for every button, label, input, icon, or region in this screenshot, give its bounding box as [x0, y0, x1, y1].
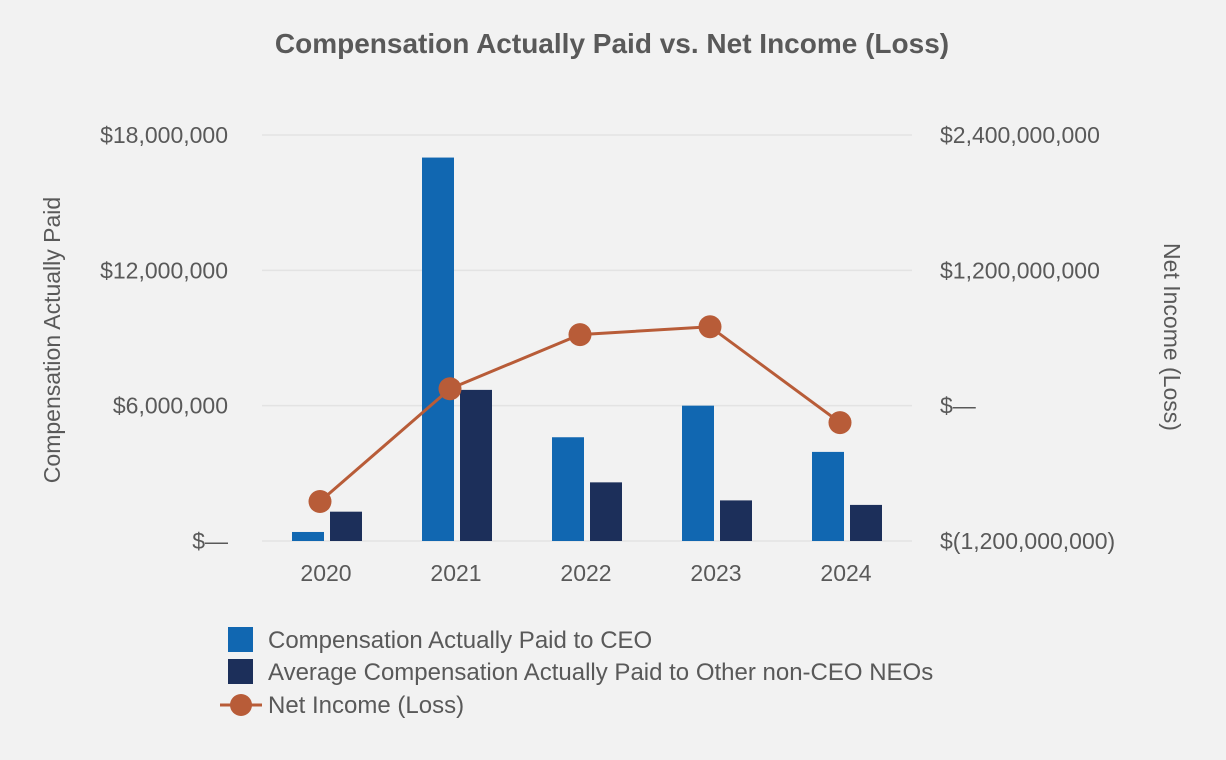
y2-tick-label: $2,400,000,000 — [940, 122, 1100, 148]
y-tick-label: $18,000,000 — [100, 122, 228, 148]
y2-tick-label: $1,200,000,000 — [940, 257, 1100, 283]
legend: Compensation Actually Paid to CEO Averag… — [220, 627, 933, 719]
x-axis-ticks: 2020 2021 2022 2023 2024 — [300, 560, 871, 586]
bar-ceo-2024 — [812, 451, 844, 541]
net-income-line — [308, 315, 852, 514]
x-tick-label: 2020 — [300, 560, 351, 586]
y-tick-label: $— — [192, 528, 228, 554]
right-axis-title: Net Income (Loss) — [1159, 243, 1185, 431]
bar-ceo-2021 — [422, 157, 454, 542]
gridlines — [262, 134, 912, 542]
net-income-point-2022 — [568, 323, 592, 347]
y2-tick-label: $(1,200,000,000) — [940, 528, 1115, 554]
bar-neo-2021 — [460, 389, 492, 541]
net-income-point-2021 — [438, 377, 462, 401]
left-axis-title: Compensation Actually Paid — [39, 197, 65, 483]
legend-label-net-income: Net Income (Loss) — [268, 692, 464, 719]
right-axis-ticks: $(1,200,000,000) $— $1,200,000,000 $2,400,0… — [940, 122, 1115, 554]
net-income-point-2023 — [698, 315, 722, 339]
x-tick-label: 2021 — [430, 560, 481, 586]
bar-neo-2022 — [590, 482, 622, 541]
y2-tick-label: $— — [940, 393, 976, 419]
chart-title: Compensation Actually Paid vs. Net Incom… — [275, 28, 949, 59]
y-tick-label: $6,000,000 — [113, 393, 228, 419]
bar-ceo-2022 — [552, 437, 584, 541]
legend-label-ceo: Compensation Actually Paid to CEO — [268, 627, 652, 654]
y-tick-label: $12,000,000 — [100, 257, 228, 283]
net-income-point-2024 — [828, 411, 852, 435]
legend-label-neo: Average Compensation Actually Paid to Ot… — [268, 659, 933, 686]
bar-marks — [292, 157, 882, 542]
left-axis-ticks: $— $6,000,000 $12,000,000 $18,000,000 — [100, 122, 228, 554]
bar-ceo-2020 — [292, 531, 324, 541]
bar-ceo-2023 — [682, 405, 714, 541]
bar-neo-2020 — [330, 511, 362, 541]
x-tick-label: 2023 — [690, 560, 741, 586]
legend-marker-net-income — [230, 694, 252, 716]
x-tick-label: 2022 — [560, 560, 611, 586]
net-income-point-2020 — [308, 490, 332, 514]
legend-swatch-neo — [228, 659, 253, 684]
bar-neo-2024 — [850, 504, 882, 541]
bar-neo-2023 — [720, 500, 752, 541]
x-tick-label: 2024 — [820, 560, 871, 586]
legend-swatch-ceo — [228, 627, 253, 652]
